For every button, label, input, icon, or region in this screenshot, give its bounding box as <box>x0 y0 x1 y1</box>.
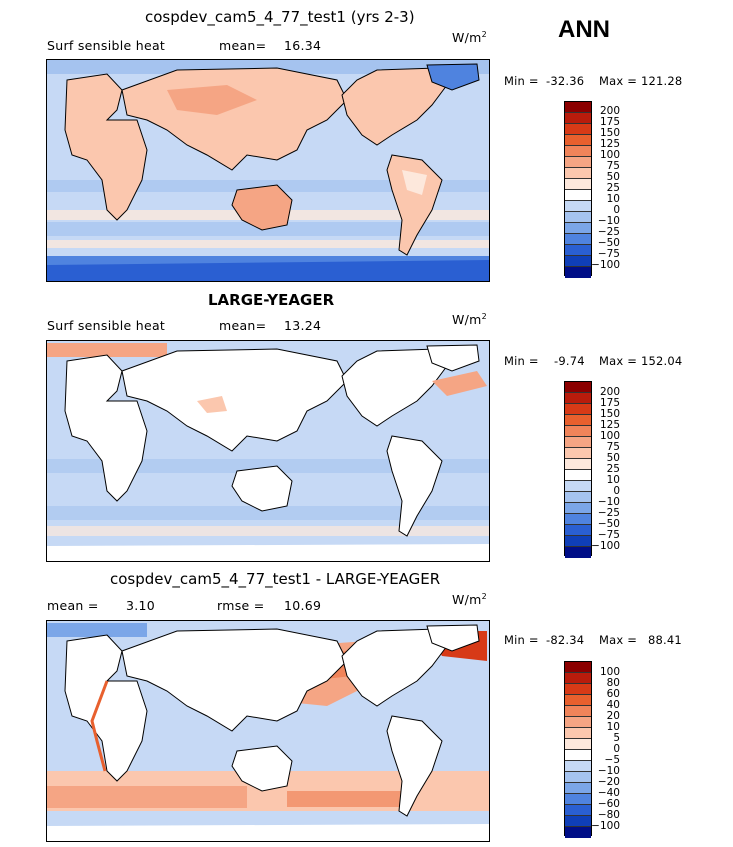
panel-3-rmse-value: 10.69 <box>284 598 322 613</box>
cb3-tick: 60 <box>606 688 620 700</box>
cb1-tick: 10 <box>606 193 620 205</box>
cb2-tick: −25 <box>597 507 620 519</box>
cb1-tick: −100 <box>591 259 620 271</box>
cb1-tick: 125 <box>599 138 620 150</box>
panel-2-min-label: Min = <box>504 354 539 368</box>
cb1-tick: 0 <box>613 204 620 216</box>
panel-1-map <box>46 59 490 282</box>
cb2-tick: −100 <box>591 540 620 552</box>
cb1-tick: 175 <box>599 116 620 128</box>
panel-2-map <box>46 340 490 562</box>
cb1-tick: 75 <box>606 160 620 172</box>
panel-1-mean-value: 16.34 <box>284 38 322 53</box>
cb1-tick: 200 <box>599 105 620 117</box>
panel-2-mean-value: 13.24 <box>284 318 322 333</box>
cb1-tick: −75 <box>597 248 620 260</box>
cb3-tick: −60 <box>597 798 620 810</box>
panel-3-max-label: Max = <box>599 633 638 647</box>
cb3-tick: −80 <box>597 809 620 821</box>
panel-2-mean-label: mean= <box>219 318 267 333</box>
panel-3-mean-value: 3.10 <box>126 598 156 613</box>
cb3-tick: −100 <box>591 820 620 832</box>
cb2-tick: 10 <box>606 474 620 486</box>
cb2-tick: 125 <box>599 419 620 431</box>
panel-2-title: LARGE-YEAGER <box>208 291 335 309</box>
cb2-tick: 75 <box>606 441 620 453</box>
cb1-tick: 50 <box>606 171 620 183</box>
cb2-tick: −50 <box>597 518 620 530</box>
panel-2-max-label: Max = <box>599 354 638 368</box>
panel-3-min-label: Min = <box>504 633 539 647</box>
cb3-tick: −5 <box>604 754 620 766</box>
cb3-tick: −20 <box>597 776 620 788</box>
panel-2-max-value: 152.04 <box>641 354 683 368</box>
cb1-tick: 25 <box>606 182 620 194</box>
panel-2-colorbar <box>564 381 592 558</box>
panel-1-min-value: -32.36 <box>546 74 585 88</box>
panel-2-variable: Surf sensible heat <box>47 318 166 333</box>
panel-3-units: W/m2 <box>452 592 488 608</box>
cb1-tick: 150 <box>599 127 620 139</box>
cb1-tick: 100 <box>599 149 620 161</box>
cb3-tick: 100 <box>599 666 620 678</box>
cb3-tick: 0 <box>613 743 620 755</box>
cb2-tick: −75 <box>597 529 620 541</box>
panel-3-title: cospdev_cam5_4_77_test1 - LARGE-YEAGER <box>110 570 441 588</box>
panel-2-min-value: -9.74 <box>554 354 585 368</box>
cb2-tick: 150 <box>599 408 620 420</box>
panel-3-mean-label: mean = <box>47 598 99 613</box>
cb3-tick: 20 <box>606 710 620 722</box>
cb3-tick: 10 <box>606 721 620 733</box>
panel-3-rmse-label: rmse = <box>217 598 265 613</box>
panel-2-units: W/m2 <box>452 312 488 328</box>
panel-1-min-label: Min = <box>504 74 539 88</box>
panel-1-max-value: 121.28 <box>641 74 683 88</box>
cb2-tick: 100 <box>599 430 620 442</box>
cb3-tick: −40 <box>597 787 620 799</box>
panel-1-colorbar <box>564 101 592 278</box>
panel-1-mean-label: mean= <box>219 38 267 53</box>
cb3-tick: 5 <box>613 732 620 744</box>
panel-1-variable: Surf sensible heat <box>47 38 166 53</box>
panel-3-map <box>46 620 490 842</box>
cb1-tick: −50 <box>597 237 620 249</box>
cb1-tick: −10 <box>597 215 620 227</box>
cb2-tick: 175 <box>599 397 620 409</box>
cb2-tick: −10 <box>597 496 620 508</box>
panel-3-max-value: 88.41 <box>648 633 682 647</box>
cb1-tick: −25 <box>597 226 620 238</box>
season-label: ANN <box>558 16 610 43</box>
cb2-tick: 50 <box>606 452 620 464</box>
cb3-tick: −10 <box>597 765 620 777</box>
cb2-tick: 0 <box>613 485 620 497</box>
panel-1-max-label: Max = <box>599 74 638 88</box>
cb3-tick: 40 <box>606 699 620 711</box>
panel-3-colorbar <box>564 661 592 838</box>
panel-3-min-value: -82.34 <box>546 633 585 647</box>
panel-1-units: W/m2 <box>452 30 488 46</box>
cb3-tick: 80 <box>606 677 620 689</box>
cb2-tick: 200 <box>599 386 620 398</box>
cb2-tick: 25 <box>606 463 620 475</box>
panel-1-title: cospdev_cam5_4_77_test1 (yrs 2-3) <box>145 8 415 26</box>
